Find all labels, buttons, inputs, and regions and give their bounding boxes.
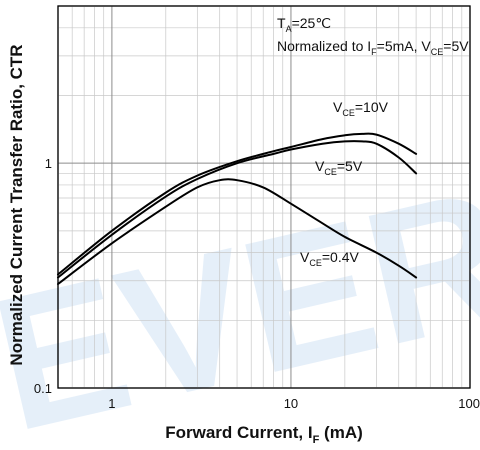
norm-suffix: =5V bbox=[443, 38, 469, 54]
series-label-vce-5v: VCE=5V bbox=[315, 158, 363, 177]
norm-sub2: CE bbox=[431, 47, 444, 57]
x-axis-label-main: Forward Current, I bbox=[165, 423, 312, 442]
x-tick-label: 1 bbox=[108, 396, 115, 411]
x-tick-label: 10 bbox=[284, 396, 298, 411]
series-label-vce-0-4v-sub: CE bbox=[309, 258, 322, 268]
series-label-vce-0-4v: VCE=0.4V bbox=[300, 249, 359, 268]
condition-temp-value: =25℃ bbox=[292, 15, 331, 31]
series-label-vce-5v-value: =5V bbox=[337, 158, 363, 174]
curve-vce-10v bbox=[57, 132, 418, 276]
x-tick-labels: 1 10 100 bbox=[108, 396, 480, 411]
x-axis-label: Forward Current, IF (mA) bbox=[165, 423, 363, 446]
norm-prefix: Normalized to I bbox=[277, 38, 371, 54]
norm-mid: =5mA, V bbox=[377, 38, 432, 54]
condition-normalization: Normalized to IF=5mA, VCE=5V bbox=[277, 38, 469, 57]
x-axis-label-sub: F bbox=[313, 434, 320, 446]
series-label-vce-5v-main: V bbox=[315, 158, 325, 174]
series-label-vce-10v-main: V bbox=[333, 99, 343, 115]
series-group bbox=[57, 132, 418, 285]
curve-vce-0-4v bbox=[57, 178, 418, 285]
y-tick-label: 1 bbox=[45, 156, 52, 171]
series-label-vce-0-4v-main: V bbox=[300, 249, 310, 265]
plot-frame bbox=[57, 5, 471, 389]
condition-temp-sub: A bbox=[286, 24, 292, 34]
y-axis-label: Normalized Current Transfer Ratio, CTR bbox=[7, 44, 26, 365]
curve-vce-5v bbox=[57, 140, 418, 279]
x-tick-label: 100 bbox=[458, 396, 480, 411]
condition-temp: TA=25℃ bbox=[277, 15, 331, 34]
series-label-vce-5v-sub: CE bbox=[324, 167, 337, 177]
y-tick-label: 0.1 bbox=[34, 381, 52, 396]
series-label-vce-10v: VCE=10V bbox=[333, 99, 389, 118]
x-axis-label-unit: (mA) bbox=[319, 423, 362, 442]
y-tick-labels: 0.11 bbox=[34, 156, 52, 396]
series-label-vce-0-4v-value: =0.4V bbox=[322, 249, 360, 265]
series-label-vce-10v-sub: CE bbox=[342, 108, 355, 118]
series-label-vce-10v-value: =10V bbox=[355, 99, 389, 115]
norm-sub1: F bbox=[371, 47, 377, 57]
condition-temp-main: T bbox=[277, 15, 286, 31]
